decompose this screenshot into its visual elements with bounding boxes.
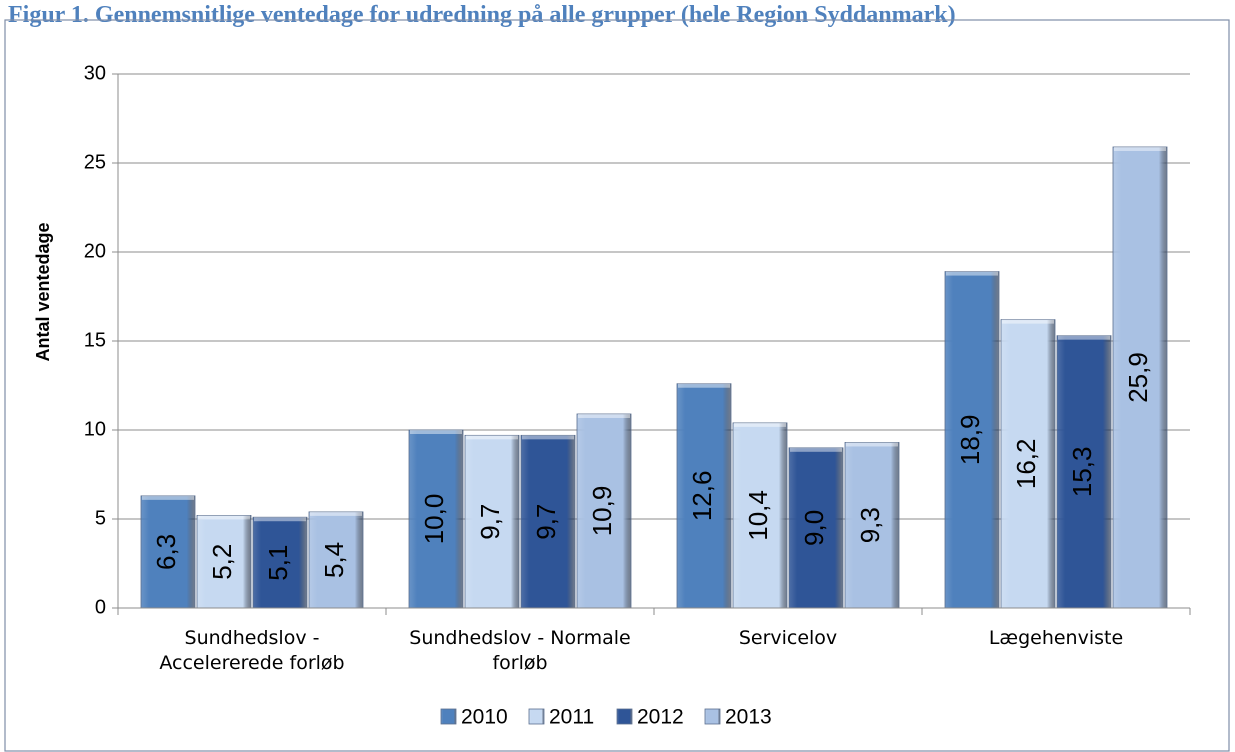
data-label: 18,9 <box>955 414 985 465</box>
legend-swatch <box>440 708 457 725</box>
data-label: 12,6 <box>687 471 717 522</box>
bar-highlight <box>254 517 306 522</box>
bar-highlight <box>198 515 250 520</box>
bar-highlight <box>410 430 462 434</box>
data-label: 5,1 <box>263 545 293 581</box>
bar-highlight <box>1058 335 1110 340</box>
data-label: 5,4 <box>319 542 349 578</box>
data-label: 9,3 <box>855 507 885 543</box>
legend: 2010 2011 2012 2013 <box>440 706 772 729</box>
data-label: 25,9 <box>1123 352 1153 403</box>
bar-highlight <box>946 271 998 276</box>
data-label: 10,0 <box>419 494 449 545</box>
x-category-label: Sundhedslov - Normale forløb <box>409 627 630 674</box>
chart-frame <box>4 19 1230 752</box>
legend-swatch <box>704 708 721 725</box>
bar-highlight <box>1002 319 1054 324</box>
legend-label: 2010 <box>461 706 508 729</box>
bar-2013 <box>844 442 900 609</box>
bar-2010 <box>140 495 196 609</box>
y-tick-label: 0 <box>95 596 106 618</box>
data-label: 16,2 <box>1011 439 1041 490</box>
figure-caption: Figur 1. Gennemsnitlige ventedage for ud… <box>8 2 956 28</box>
bar-highlight <box>466 435 518 440</box>
legend-label: 2012 <box>637 706 684 729</box>
bar-highlight <box>678 383 730 388</box>
bars: 6,3 5,2 5,1 5,4 10,0 9,7 9,7 10,9 12,6 10,4 9,0 9,3… <box>140 146 1168 609</box>
data-label: 5,2 <box>207 544 237 580</box>
legend-label: 2011 <box>549 706 594 729</box>
legend-label: 2013 <box>725 706 772 729</box>
axes: 0 5 10 15 20 25 30 Sundhedslov -Accelererede fo… <box>84 62 1191 674</box>
x-category-label: Lægehenviste <box>989 627 1123 649</box>
x-category-label: Servicelov <box>739 627 837 649</box>
bar-2012 <box>788 447 844 609</box>
bar-2012 <box>520 434 576 609</box>
data-label: 9,0 <box>799 510 829 546</box>
bar-highlight <box>522 435 574 440</box>
data-label: 10,4 <box>743 490 773 541</box>
bar-2011 <box>1000 319 1056 609</box>
bar-2013 <box>576 413 632 609</box>
data-label: 9,7 <box>531 504 561 540</box>
bar-highlight <box>790 447 842 452</box>
legend-swatch <box>528 708 545 725</box>
bar-2013 <box>1112 146 1168 609</box>
bar-2011 <box>196 515 252 609</box>
x-category-label: Sundhedslov -Accelererede forløb <box>159 627 344 674</box>
y-tick-label: 25 <box>84 151 106 173</box>
y-tick-label: 15 <box>84 329 106 351</box>
data-label: 9,7 <box>475 504 505 540</box>
y-tick-label: 10 <box>84 418 106 440</box>
bar-2011 <box>464 434 520 609</box>
bar-highlight <box>142 495 194 500</box>
data-label: 6,3 <box>151 534 181 570</box>
bar-2010 <box>944 271 1000 609</box>
data-label: 10,9 <box>587 486 617 537</box>
bar-highlight <box>310 511 362 516</box>
y-axis-label: Antal ventedage <box>33 222 53 361</box>
bar-highlight <box>846 442 898 447</box>
bar-highlight <box>578 413 630 418</box>
y-tick-label: 30 <box>84 62 106 84</box>
bar-highlight <box>1114 146 1166 151</box>
legend-swatch <box>616 708 633 725</box>
bar-2012 <box>1056 335 1112 609</box>
bar-2010 <box>676 383 732 609</box>
y-tick-label: 5 <box>95 507 106 529</box>
bar-highlight <box>734 422 786 427</box>
y-tick-label: 20 <box>84 240 106 262</box>
data-label: 15,3 <box>1067 447 1097 498</box>
